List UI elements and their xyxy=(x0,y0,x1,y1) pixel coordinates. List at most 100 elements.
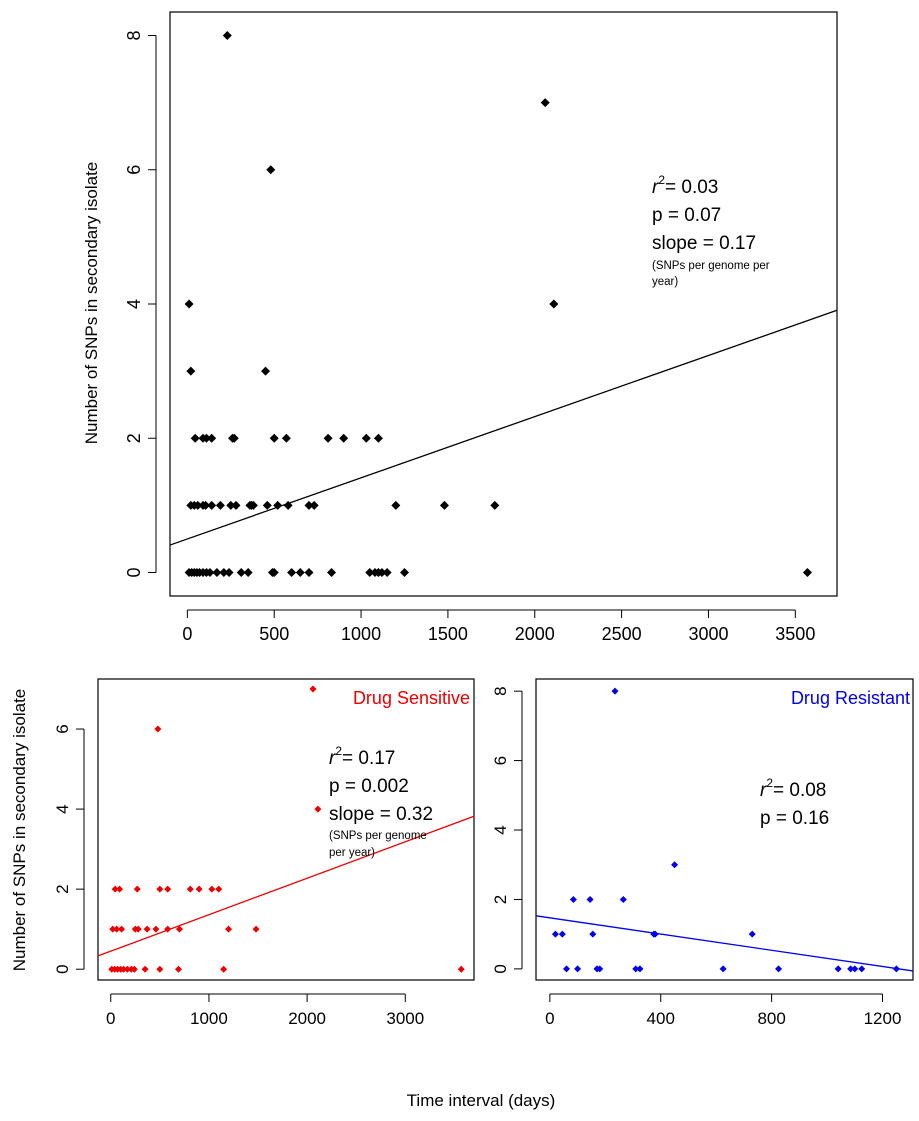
y-tick-label: 6 xyxy=(124,165,144,175)
x-tick-label: 3500 xyxy=(775,624,815,644)
data-point xyxy=(309,685,317,693)
data-point xyxy=(109,925,117,933)
data-point xyxy=(304,568,314,578)
data-point xyxy=(619,895,627,903)
data-point xyxy=(225,925,233,933)
slope-unit-line2: per year) xyxy=(329,847,375,859)
x-tick-label: 0 xyxy=(182,624,192,644)
stats-annotation: r2= 0.03 p = 0.07 slope = 0.17 (SNPs per… xyxy=(652,173,770,288)
data-point xyxy=(540,98,550,108)
p-value: p = 0.16 xyxy=(760,808,829,829)
axis-ticks: 0 500 1000 1500 2000 2500 3000 3500 0 2 4 6 8 xyxy=(124,30,815,644)
data-point xyxy=(283,500,293,510)
x-tick-label: 500 xyxy=(259,624,289,644)
data-point xyxy=(164,885,172,893)
data-marks xyxy=(97,685,475,973)
data-point xyxy=(847,965,855,973)
data-point xyxy=(164,925,172,933)
y-tick-label: 0 xyxy=(124,567,144,577)
data-point xyxy=(632,965,640,973)
data-point xyxy=(269,433,279,443)
x-tick-label: 2500 xyxy=(602,624,642,644)
y-tick-label: 8 xyxy=(491,686,510,695)
panel-title: Drug Resistant xyxy=(791,688,910,708)
data-point xyxy=(558,930,566,938)
data-point xyxy=(134,925,142,933)
data-point xyxy=(193,500,203,510)
r2-superscript: 2 xyxy=(658,173,665,187)
data-point xyxy=(266,165,276,175)
data-point xyxy=(775,965,783,973)
axis-ticks: 0 1000 2000 3000 0 2 4 6 xyxy=(53,724,424,1028)
data-point xyxy=(111,885,119,893)
data-point xyxy=(269,568,279,578)
data-point xyxy=(248,500,258,510)
data-point xyxy=(719,965,727,973)
data-point xyxy=(195,885,203,893)
x-tick-label: 0 xyxy=(545,1009,554,1028)
plot-frame xyxy=(169,11,838,597)
y-tick-label: 2 xyxy=(53,884,72,893)
data-point xyxy=(243,568,253,578)
panel-all: 0 500 1000 1500 2000 2500 3000 3500 0 2 4 6 8 Number… xyxy=(82,11,838,644)
r2-line: r2= 0.17 xyxy=(329,744,395,769)
y-tick-label: 6 xyxy=(491,756,510,765)
x-tick-label: 2000 xyxy=(288,1009,326,1028)
data-point xyxy=(361,433,371,443)
data-point xyxy=(596,965,604,973)
y-tick-label: 0 xyxy=(53,964,72,973)
data-point xyxy=(123,965,131,973)
r2-symbol: r xyxy=(652,177,659,198)
y-tick-label: 4 xyxy=(53,804,72,813)
data-point xyxy=(154,725,162,733)
data-point xyxy=(205,568,215,578)
x-tick-label: 1200 xyxy=(864,1009,902,1028)
r2-line: r2= 0.08 xyxy=(760,776,826,801)
y-axis-label: Number of SNPs in secondary isolate xyxy=(82,162,101,445)
data-point xyxy=(611,687,619,695)
data-point xyxy=(236,568,246,578)
data-point xyxy=(156,885,164,893)
plot-frame xyxy=(535,678,914,981)
data-point xyxy=(141,965,149,973)
stats-annotation: r2= 0.08 p = 0.16 xyxy=(760,776,829,829)
data-point xyxy=(295,568,305,578)
slope-value: slope = 0.17 xyxy=(652,233,756,254)
r2-superscript: 2 xyxy=(335,744,342,758)
y-tick-label: 2 xyxy=(124,433,144,443)
slope-unit-line2: year) xyxy=(652,276,678,288)
p-value: p = 0.07 xyxy=(652,205,721,226)
p-value: p = 0.002 xyxy=(329,776,409,797)
r2-symbol: r xyxy=(329,748,336,769)
data-point xyxy=(377,568,387,578)
data-point xyxy=(457,965,465,973)
data-point xyxy=(586,895,594,903)
shared-x-axis-label: Time interval (days) xyxy=(407,1091,556,1110)
panel-title: Drug Sensitive xyxy=(353,688,470,708)
x-tick-label: 800 xyxy=(757,1009,785,1028)
y-tick-label: 4 xyxy=(124,299,144,309)
data-point xyxy=(834,965,842,973)
data-point xyxy=(190,433,200,443)
data-point xyxy=(304,500,314,510)
data-point xyxy=(186,366,196,376)
data-point xyxy=(215,500,225,510)
y-tick-label: 8 xyxy=(124,30,144,40)
x-tick-label: 1500 xyxy=(428,624,468,644)
x-tick-label: 3000 xyxy=(688,624,728,644)
data-point xyxy=(222,30,232,40)
data-point xyxy=(748,930,756,938)
x-tick-label: 3000 xyxy=(386,1009,424,1028)
data-point xyxy=(201,433,211,443)
regression-line xyxy=(169,309,838,546)
data-point xyxy=(858,965,866,973)
stats-annotation: r2= 0.17 p = 0.002 slope = 0.32 (SNPs pe… xyxy=(329,744,433,859)
data-point xyxy=(120,965,128,973)
slope-unit-line1: (SNPs per genome xyxy=(329,830,427,842)
data-point xyxy=(208,885,216,893)
shared-y-axis-label: Number of SNPs in secondary isolate xyxy=(10,689,29,972)
data-point xyxy=(327,568,337,578)
